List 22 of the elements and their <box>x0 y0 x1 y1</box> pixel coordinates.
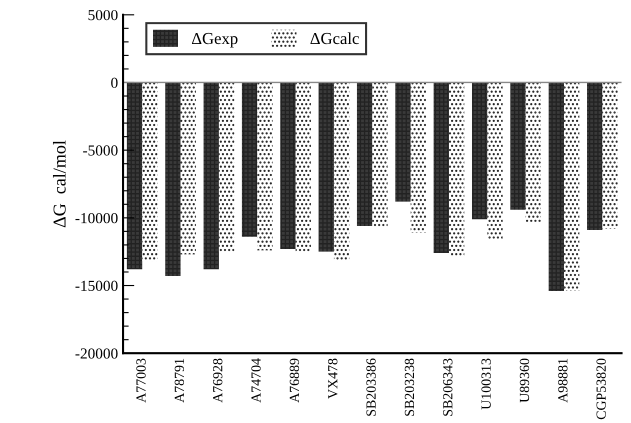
legend-label: ΔGcalc <box>310 32 359 44</box>
y-axis-title: ΔG cal/mol <box>52 140 66 228</box>
x-tick-label: U89360 <box>520 358 530 403</box>
y-tick-label: -15000 <box>75 280 118 291</box>
x-tick-label: A76928 <box>213 358 222 403</box>
x-tick-label: A98881 <box>558 358 568 403</box>
x-tick-label: CGP53820 <box>596 358 606 420</box>
legend-label: ΔGexp <box>192 32 238 48</box>
y-tick-label: -5000 <box>83 145 118 156</box>
x-tick-label: A77003 <box>136 358 146 403</box>
x-tick-label: VX478 <box>328 358 338 399</box>
x-tick-label: A76889 <box>290 358 300 403</box>
x-tick-label: SB206343 <box>443 358 452 416</box>
x-tick-label: A74704 <box>251 358 261 403</box>
y-tick-label: 0 <box>111 78 118 88</box>
x-tick-label: U100313 <box>481 358 491 410</box>
x-tick-label: A78791 <box>174 358 184 403</box>
y-tick-label: -20000 <box>75 348 118 359</box>
x-tick-label: SB203386 <box>366 358 376 416</box>
y-tick-label: 5000 <box>88 10 118 20</box>
x-tick-label: SB203238 <box>404 358 414 416</box>
y-tick-label: -10000 <box>75 212 118 224</box>
